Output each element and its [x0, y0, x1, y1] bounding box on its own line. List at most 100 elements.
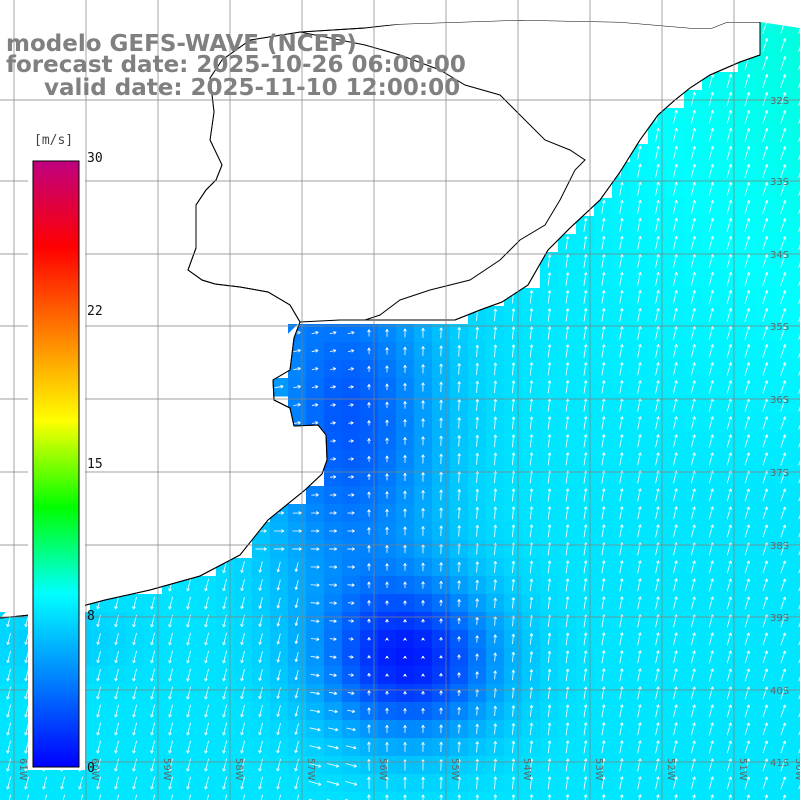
field-cell — [792, 198, 800, 217]
wind-arrow — [329, 565, 338, 569]
wind-arrow — [601, 578, 606, 592]
wind-arrow — [726, 452, 732, 466]
wind-arrow — [309, 709, 321, 714]
wind-arrow — [565, 236, 570, 250]
wind-arrow — [204, 578, 209, 592]
wind-arrow — [6, 633, 11, 646]
wind-arrow — [547, 704, 552, 718]
wind-arrow — [726, 434, 732, 448]
wind-arrow — [439, 637, 443, 641]
wind-arrow — [619, 434, 624, 448]
wind-arrow — [565, 488, 570, 502]
wind-arrow — [421, 619, 425, 623]
wind-arrow — [726, 686, 732, 700]
wind-arrow — [240, 740, 245, 754]
wind-arrow — [780, 416, 787, 430]
field-cell — [792, 558, 800, 577]
wind-arrow — [329, 547, 338, 551]
wind-arrow — [655, 722, 660, 736]
wind-arrow — [132, 776, 137, 790]
wind-arrow — [655, 632, 660, 646]
wind-arrow — [310, 565, 320, 569]
wind-arrow — [780, 524, 787, 538]
wind-arrow — [403, 508, 407, 518]
wind-arrow — [798, 154, 800, 160]
wind-arrow — [273, 529, 285, 533]
wind-arrow — [475, 635, 479, 643]
wind-arrow — [619, 704, 624, 718]
wind-arrow — [421, 776, 425, 789]
wind-arrow — [222, 740, 227, 754]
colorbar-tick-0: 0 — [87, 761, 95, 776]
wind-arrow — [547, 686, 552, 700]
wind-arrow — [457, 759, 461, 771]
wind-arrow — [475, 434, 480, 447]
forecast-date: forecast date: 2025-10-26 06:00:00 — [6, 52, 466, 78]
wind-arrow — [276, 776, 281, 790]
wind-arrow — [276, 740, 281, 754]
colorbar-tick-30: 30 — [87, 151, 103, 166]
wind-arrow — [421, 327, 425, 338]
wind-arrow — [583, 416, 588, 430]
wind-arrow — [276, 687, 281, 699]
wind-arrow — [258, 776, 263, 790]
wind-arrow — [403, 563, 407, 571]
wind-arrow — [708, 109, 714, 124]
wind-arrow — [292, 511, 302, 515]
field-cell — [72, 792, 91, 800]
wind-arrow — [276, 633, 281, 645]
wind-arrow — [457, 654, 461, 660]
wind-arrow — [367, 776, 371, 790]
longitude-label: 51W — [737, 758, 748, 781]
wind-arrow — [311, 331, 319, 335]
wind-arrow — [780, 632, 787, 646]
wind-arrow — [493, 488, 498, 502]
wind-arrow — [258, 597, 263, 609]
wind-arrow — [547, 416, 552, 430]
wind-arrow — [744, 686, 750, 700]
wind-arrow — [457, 707, 461, 715]
wind-arrow — [421, 454, 425, 464]
wind-arrow — [655, 416, 660, 430]
wind-arrow — [96, 740, 101, 754]
wind-arrow — [529, 416, 534, 430]
wind-arrow — [744, 722, 750, 736]
wind-arrow — [708, 308, 714, 322]
wind-arrow — [673, 416, 678, 430]
wind-arrow — [601, 686, 606, 700]
wind-arrow — [547, 488, 552, 502]
wind-arrow — [150, 596, 155, 610]
wind-arrow — [475, 706, 479, 716]
field-cell — [792, 540, 800, 559]
wind-arrow — [385, 491, 389, 499]
wind-arrow — [547, 344, 552, 358]
wind-arrow — [170, 794, 173, 800]
wind-arrow — [385, 741, 389, 752]
field-cell — [792, 432, 800, 451]
wind-arrow — [311, 421, 319, 425]
wind-arrow — [708, 326, 714, 340]
wind-arrow — [385, 690, 389, 695]
wind-arrow — [726, 146, 733, 160]
wind-arrow — [457, 525, 461, 537]
wind-arrow — [367, 402, 371, 408]
wind-arrow — [242, 794, 245, 800]
wind-arrow — [619, 740, 624, 754]
wind-arrow — [726, 758, 732, 772]
wind-arrow — [132, 686, 137, 700]
wind-arrow — [655, 506, 660, 520]
wind-arrow — [186, 596, 191, 610]
field-cell — [792, 486, 800, 505]
field-cell — [126, 792, 145, 800]
wind-arrow — [672, 253, 678, 268]
wind-arrow — [385, 600, 389, 606]
wind-arrow — [637, 740, 642, 754]
wind-arrow — [367, 724, 371, 734]
wind-arrow — [348, 475, 355, 479]
wind-arrow — [762, 308, 769, 322]
wind-arrow — [329, 583, 338, 587]
wind-arrow — [345, 745, 357, 750]
wind-arrow — [583, 776, 588, 790]
wind-arrow — [511, 740, 516, 754]
longitude-label: 54W — [521, 758, 532, 781]
